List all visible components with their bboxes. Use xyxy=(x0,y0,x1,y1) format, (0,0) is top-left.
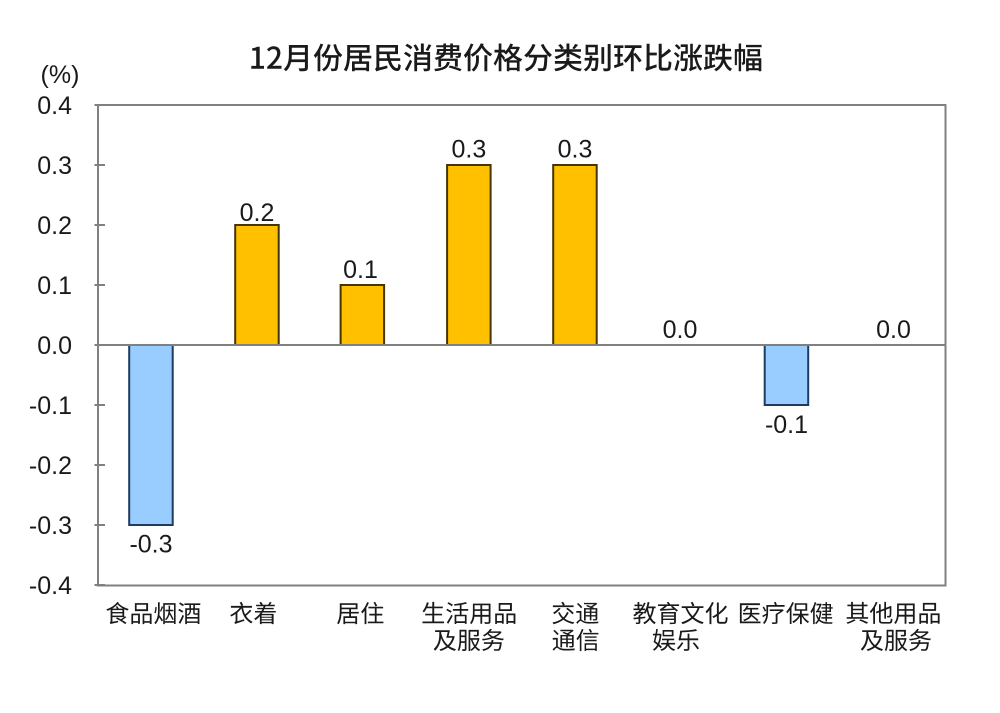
svg-text:0.3: 0.3 xyxy=(37,152,72,180)
svg-text:-0.3: -0.3 xyxy=(129,531,172,559)
svg-text:-0.1: -0.1 xyxy=(765,411,808,439)
svg-text:0.3: 0.3 xyxy=(558,136,593,164)
svg-text:0.2: 0.2 xyxy=(37,212,72,240)
svg-text:-0.3: -0.3 xyxy=(29,512,72,540)
svg-text:0.2: 0.2 xyxy=(240,199,275,227)
svg-text:0.0: 0.0 xyxy=(37,332,72,360)
svg-text:0.1: 0.1 xyxy=(343,256,378,284)
svg-text:0.0: 0.0 xyxy=(663,316,698,344)
svg-text:0.1: 0.1 xyxy=(37,272,72,300)
svg-text:-0.1: -0.1 xyxy=(29,392,72,420)
svg-text:-0.2: -0.2 xyxy=(29,452,72,480)
svg-text:0.4: 0.4 xyxy=(37,92,72,120)
svg-text:-0.4: -0.4 xyxy=(29,572,72,600)
svg-text:(%): (%) xyxy=(41,61,80,89)
svg-text:0.3: 0.3 xyxy=(452,136,487,164)
svg-text:0.0: 0.0 xyxy=(876,316,911,344)
